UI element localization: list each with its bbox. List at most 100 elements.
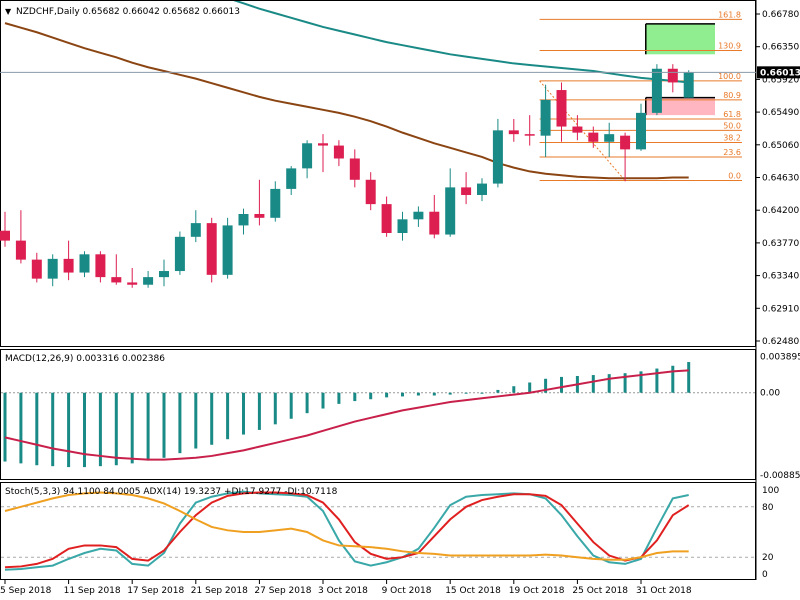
candle-bearish xyxy=(63,258,74,273)
candle-bullish xyxy=(47,258,58,279)
candle-bearish xyxy=(31,259,42,279)
price-tick-label: 0.62910 xyxy=(762,304,799,314)
price-tick-label: 0.64630 xyxy=(762,174,799,184)
candle-bearish xyxy=(461,187,472,195)
macd-histogram-bar xyxy=(480,392,484,394)
zones-layer xyxy=(645,23,715,116)
candle-bullish xyxy=(159,271,169,278)
macd-histogram-bar xyxy=(242,392,245,435)
macd-histogram-bar xyxy=(639,371,643,393)
macd-histogram-bar xyxy=(464,392,468,394)
price-title-icon: ▼ xyxy=(5,7,12,16)
price-tick-label: 0.64200 xyxy=(762,206,799,216)
macd-histogram-bar xyxy=(321,392,325,409)
candle-bearish xyxy=(127,282,138,285)
candle-bearish xyxy=(572,126,583,133)
moving-average-slow xyxy=(4,22,689,180)
macd-histogram-bar xyxy=(178,392,182,454)
candle-bearish xyxy=(381,204,392,234)
candle-bearish xyxy=(318,143,328,146)
macd-histogram-bar xyxy=(448,392,452,395)
candles-layer xyxy=(0,64,694,288)
fib-level-label: 0.0 xyxy=(728,172,741,181)
candle-bullish xyxy=(270,188,281,218)
macd-histogram-bar xyxy=(528,382,532,393)
macd-histogram-bar xyxy=(226,392,230,440)
macd-histogram-bar xyxy=(353,392,357,402)
current-price-box xyxy=(757,66,800,79)
date-tick-label: 15 Oct 2018 xyxy=(445,586,501,596)
macd-histogram-bar xyxy=(83,392,86,468)
stoch-tick-label: 80 xyxy=(762,503,774,513)
candle-bullish xyxy=(190,223,201,237)
fib-level-label: 80.9 xyxy=(723,91,741,100)
macd-histogram-bar xyxy=(591,375,595,393)
macd-signal-line xyxy=(4,369,689,461)
fib-level-label: 100.0 xyxy=(718,72,741,81)
macd-histogram-bar xyxy=(257,392,261,430)
stoch-tick-label: 0 xyxy=(762,570,768,580)
price-panel-title: NZDCHF,Daily 0.65682 0.66042 0.65682 0.6… xyxy=(16,7,240,17)
macd-histogram-bar xyxy=(67,392,71,468)
candle-bullish xyxy=(222,225,233,275)
candle-bearish xyxy=(620,135,631,150)
date-tick-label: 21 Sep 2018 xyxy=(191,586,248,596)
date-axis: 5 Sep 2018 11 Sep 2018 17 Sep 2018 21 Sep 2… xyxy=(0,580,692,596)
zone-target xyxy=(645,23,715,55)
stoch-tick-label: 20 xyxy=(762,553,774,563)
fib-level-label: 38.2 xyxy=(723,134,741,143)
macd-tick-label: 0.00 xyxy=(760,389,780,399)
macd-histogram-bar xyxy=(98,392,102,467)
candle-bearish xyxy=(667,68,678,83)
candle-bullish xyxy=(397,219,408,234)
macd-histogram-bar xyxy=(512,386,516,393)
date-tick-label: 9 Oct 2018 xyxy=(382,586,432,596)
candle-bearish xyxy=(254,214,265,218)
macd-panel-title: MACD(12,26,9) 0.003316 0.002386 xyxy=(5,354,165,364)
fib-level-label: 130.9 xyxy=(718,42,741,51)
macd-axis: 0.003895 0.00 -0.008855 xyxy=(760,353,800,482)
candle-bullish xyxy=(445,187,456,235)
candle-bullish xyxy=(238,214,249,226)
candle-bearish xyxy=(333,145,344,159)
macd-layer xyxy=(1,362,755,468)
candle-bearish xyxy=(15,240,26,260)
price-panel-frame xyxy=(0,0,756,347)
macd-histogram-bar xyxy=(687,362,691,393)
date-tick-label: 3 Oct 2018 xyxy=(318,586,368,596)
date-tick-label: 27 Sep 2018 xyxy=(254,586,311,596)
current-price-label: 0.66013 xyxy=(760,68,800,78)
moving-average-fast xyxy=(233,1,689,84)
candle-bearish xyxy=(588,132,599,142)
macd-histogram-bar xyxy=(369,392,373,400)
macd-histogram-bar xyxy=(305,392,309,414)
candle-bullish xyxy=(302,143,313,169)
candle-bullish xyxy=(79,254,90,273)
candle-bullish xyxy=(492,130,503,184)
macd-histogram-bar xyxy=(146,392,150,461)
stoch-panel-title: Stoch(5,3,3) 94.1100 84.0005 ADX(14) 19.… xyxy=(5,487,338,497)
stoch-d-line xyxy=(4,491,690,569)
macd-histogram-bar xyxy=(337,392,341,404)
macd-histogram-bar xyxy=(496,389,500,393)
candle-bearish xyxy=(349,158,360,180)
macd-histogram-bar xyxy=(19,392,23,464)
price-tick-label: 0.65920 xyxy=(762,75,799,85)
adx-line xyxy=(4,491,689,561)
zone-support xyxy=(645,97,715,116)
macd-tick-label: 0.003895 xyxy=(760,353,800,363)
candle-bearish xyxy=(0,230,10,241)
price-tick-label: 0.63770 xyxy=(762,239,799,249)
macd-histogram-bar xyxy=(385,392,389,398)
candle-bullish xyxy=(636,112,646,150)
fib-level-label: 23.6 xyxy=(723,148,741,157)
date-tick-label: 25 Oct 2018 xyxy=(572,586,628,596)
candle-bearish xyxy=(508,130,519,135)
candle-bearish xyxy=(524,134,535,136)
macd-histogram-bar xyxy=(401,392,404,397)
macd-histogram-bar xyxy=(51,392,55,467)
candle-bullish xyxy=(413,211,424,220)
price-tick-label: 0.65060 xyxy=(762,141,799,151)
stoch-tick-label: 100 xyxy=(762,486,779,496)
